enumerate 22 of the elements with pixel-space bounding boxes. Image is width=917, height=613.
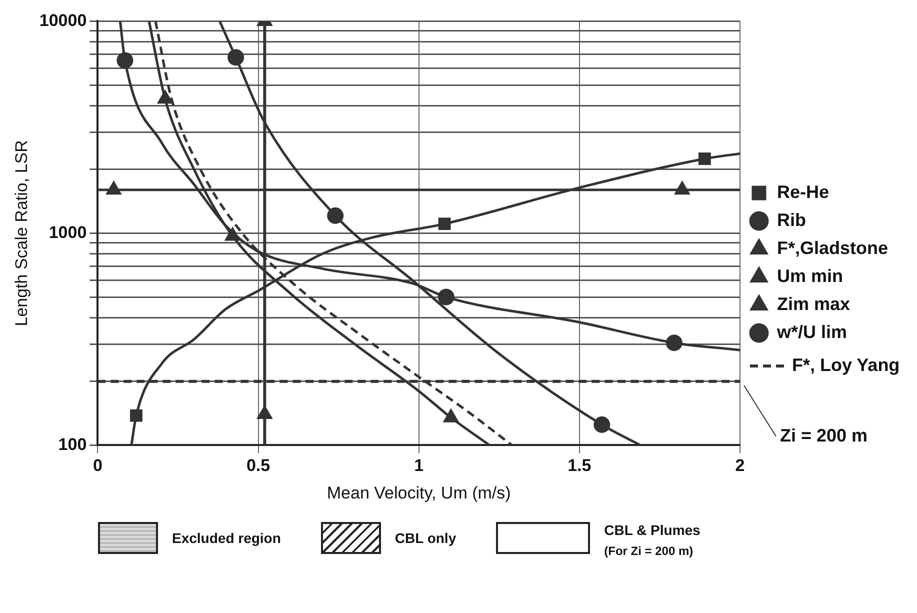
- y-tick-label: 1000: [48, 222, 87, 242]
- text: Excluded region: [172, 530, 281, 546]
- x-tick-label: 2: [735, 456, 745, 476]
- text: (For Zi = 200 m): [604, 544, 694, 558]
- text: CBL & Plumes: [604, 522, 700, 538]
- y-axis-title: Length Scale Ratio, LSR: [12, 140, 31, 326]
- y-tick-label: 100: [58, 434, 87, 454]
- text: CBL only: [394, 530, 456, 546]
- legend-label: Um min: [776, 266, 843, 286]
- legend-label: F*,Gladstone: [776, 238, 888, 258]
- x-tick-label: 1.5: [568, 456, 592, 476]
- legend-label: F*, Loy Yang: [792, 354, 900, 375]
- legend-label: Rib: [776, 210, 806, 230]
- y-tick-label: 10000: [39, 10, 87, 30]
- ref-line-label: Zi = 200 m: [780, 425, 868, 446]
- x-tick-label: 1: [414, 456, 424, 476]
- x-tick-label: 0: [92, 456, 102, 476]
- x-axis-title: Mean Velocity, Um (m/s): [326, 483, 511, 502]
- x-tick-label: 0.5: [246, 456, 270, 476]
- legend-label: w*/U lim: [776, 322, 847, 342]
- legend-label: Zim max: [776, 294, 850, 314]
- legend-label: Re-He: [776, 182, 829, 202]
